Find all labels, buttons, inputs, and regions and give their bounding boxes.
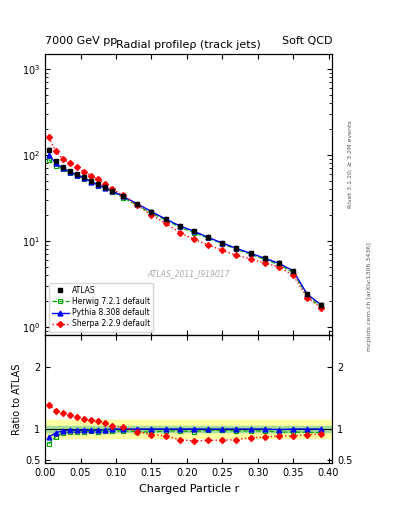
Text: Rivet 3.1.10; ≥ 3.2M events: Rivet 3.1.10; ≥ 3.2M events — [348, 120, 353, 208]
Text: mcplots.cern.ch [arXiv:1306.3436]: mcplots.cern.ch [arXiv:1306.3436] — [367, 243, 373, 351]
Title: Radial profileρ (track jets): Radial profileρ (track jets) — [116, 40, 261, 50]
Text: 7000 GeV pp: 7000 GeV pp — [45, 36, 118, 46]
Text: Soft QCD: Soft QCD — [282, 36, 332, 46]
Bar — [45, 420, 332, 438]
X-axis label: Charged Particle r: Charged Particle r — [138, 484, 239, 494]
Text: ATLAS_2011_I919017: ATLAS_2011_I919017 — [147, 269, 230, 278]
Legend: ATLAS, Herwig 7.2.1 default, Pythia 8.308 default, Sherpa 2.2.9 default: ATLAS, Herwig 7.2.1 default, Pythia 8.30… — [49, 283, 153, 332]
Bar — [45, 426, 332, 432]
Y-axis label: Ratio to ATLAS: Ratio to ATLAS — [12, 364, 22, 435]
